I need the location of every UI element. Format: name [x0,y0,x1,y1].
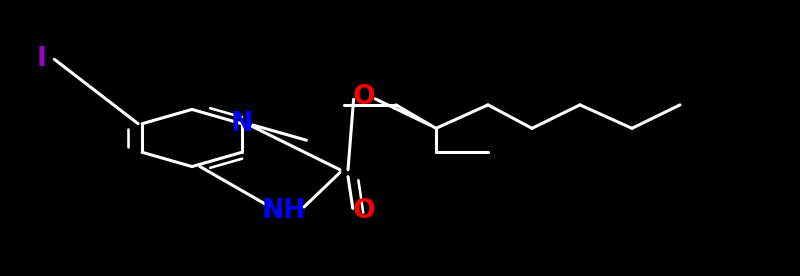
Text: I: I [37,46,46,72]
Text: O: O [353,84,375,110]
Text: NH: NH [262,198,306,224]
Text: O: O [353,198,375,224]
Text: N: N [231,111,253,137]
